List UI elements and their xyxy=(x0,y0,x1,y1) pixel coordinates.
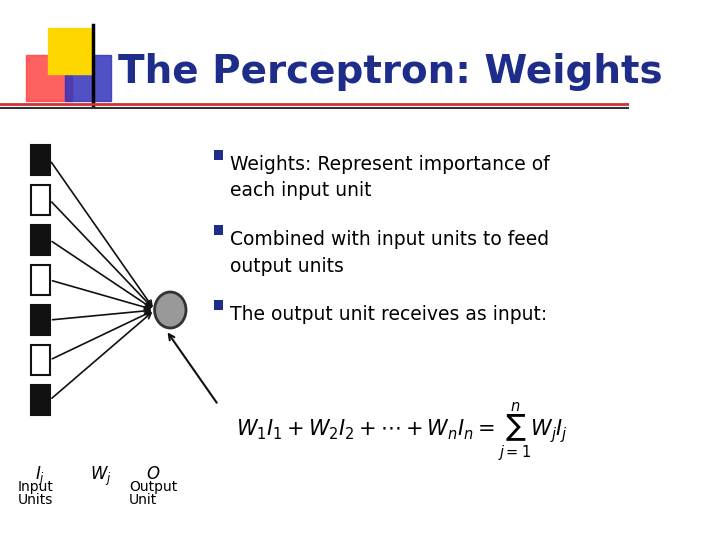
Text: $O$: $O$ xyxy=(145,465,160,483)
Text: Input: Input xyxy=(17,480,53,494)
Circle shape xyxy=(155,292,186,328)
Text: $I_j$: $I_j$ xyxy=(35,465,45,488)
Bar xyxy=(30,225,50,255)
Bar xyxy=(30,305,50,335)
Bar xyxy=(214,300,222,310)
Text: Unit: Unit xyxy=(130,493,158,507)
Text: Combined with input units to feed
output units: Combined with input units to feed output… xyxy=(230,230,549,275)
Bar xyxy=(214,150,222,160)
Text: The Perceptron: Weights: The Perceptron: Weights xyxy=(118,53,662,91)
Text: Units: Units xyxy=(17,493,53,507)
Text: The output unit receives as input:: The output unit receives as input: xyxy=(230,305,547,324)
Bar xyxy=(48,28,94,74)
Bar xyxy=(214,225,222,235)
Text: $W_j$: $W_j$ xyxy=(89,465,112,488)
Bar xyxy=(66,55,111,101)
Bar xyxy=(30,265,50,295)
Bar xyxy=(30,345,50,375)
Text: Output: Output xyxy=(130,480,178,494)
Bar xyxy=(30,385,50,415)
Bar xyxy=(30,185,50,215)
Text: $W_1 I_1 + W_2 I_2 + \cdots + W_n I_n = \sum_{j=1}^{n} W_j I_j$: $W_1 I_1 + W_2 I_2 + \cdots + W_n I_n = … xyxy=(235,400,567,463)
Bar xyxy=(30,145,50,175)
Text: Weights: Represent importance of
each input unit: Weights: Represent importance of each in… xyxy=(230,155,549,200)
Bar xyxy=(26,55,71,101)
